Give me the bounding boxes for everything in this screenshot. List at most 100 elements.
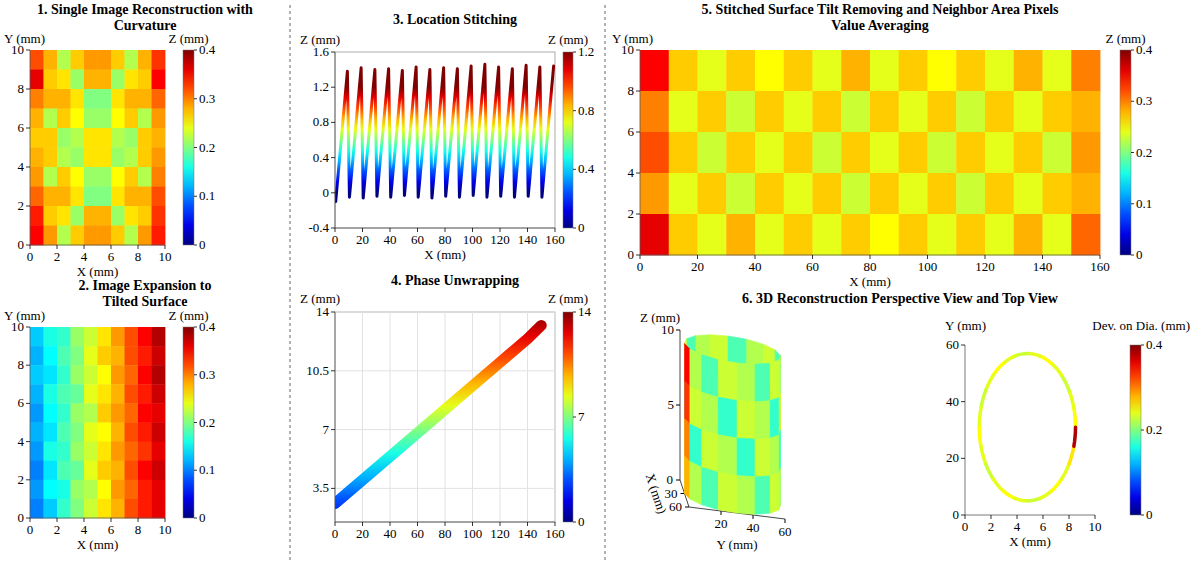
heatmap-cell: [841, 214, 870, 255]
heatmap-cell: [899, 214, 928, 255]
heatmap-cell: [985, 132, 1014, 173]
y-tick: [961, 515, 965, 516]
heatmap-cell: [98, 442, 112, 462]
colorbar-tick-label: 0.3: [199, 367, 215, 382]
x-tick-label: 40: [384, 526, 397, 541]
y-axis: [30, 327, 31, 518]
heatmap-cell: [152, 50, 166, 70]
y-tick-label: 2: [628, 206, 635, 221]
y-tick-label: 1.2: [313, 79, 329, 94]
colorbar-title: Z (mm): [168, 308, 208, 323]
cylinder-cell: [685, 381, 690, 424]
heatmap-cell: [755, 50, 784, 91]
heatmap-cell: [841, 91, 870, 132]
heatmap-cell: [956, 50, 985, 91]
heatmap-cell: [44, 384, 58, 404]
y-tick: [961, 401, 965, 402]
heatmap-cell: [669, 173, 698, 214]
y-tick: [331, 370, 335, 371]
heatmap-cell: [98, 384, 112, 404]
y-tick-label: 8: [18, 81, 25, 96]
colorbar-tick-label: 0: [199, 510, 206, 525]
heatmap-cell: [71, 206, 85, 226]
y-tick: [26, 50, 30, 51]
ring-segment: [1003, 356, 1015, 363]
heatmap-cell: [125, 499, 139, 519]
colorbar-tick: [1131, 152, 1134, 153]
heatmap-cell: [928, 91, 957, 132]
heatmap-cell: [84, 442, 98, 462]
y-tick-label: 0.4: [313, 150, 330, 165]
colorbar-tick: [194, 98, 197, 99]
colorbar-tick-label: 0.8: [578, 103, 594, 118]
y-tick-label: 6: [18, 395, 25, 410]
y-axis: [335, 312, 336, 522]
y-tick-label: 6: [628, 124, 635, 139]
heatmap-cell: [84, 70, 98, 90]
heatmap-cell: [138, 384, 152, 404]
cylinder-cell: [737, 363, 755, 402]
heatmap-cell: [1043, 173, 1072, 214]
heatmap-cell: [111, 461, 125, 481]
heatmap-cell: [1043, 132, 1072, 173]
heatmap-cell: [30, 384, 44, 404]
heatmap-cell: [111, 365, 125, 385]
y-axis-title: Y (mm): [4, 31, 45, 46]
heatmap-cell: [138, 70, 152, 90]
colorbar-tick: [194, 374, 197, 375]
heatmap-cell: [138, 50, 152, 70]
heatmap-cell: [30, 128, 44, 148]
title-line: 6. 3D Reconstruction Perspective View an…: [742, 291, 1059, 306]
heatmap-cell: [138, 206, 152, 226]
x-axis: [30, 518, 165, 519]
data-line: [336, 64, 554, 201]
heatmap-cell: [111, 499, 125, 519]
x-tick-label: 8: [135, 522, 142, 537]
ring-segment: [1040, 356, 1052, 363]
heatmap-cell: [111, 128, 125, 148]
heatmap-cell: [44, 50, 58, 70]
grid-line: [335, 312, 336, 522]
x-tick-label: 140: [518, 232, 538, 247]
heatmap-cell: [125, 423, 139, 443]
heatmap-cell: [784, 132, 813, 173]
cylinder-cell: [702, 467, 719, 509]
heatmap-cell: [152, 423, 166, 443]
cylinder-cell: [685, 344, 690, 387]
y-tick: [636, 91, 640, 92]
heatmap-cell: [111, 148, 125, 168]
heatmap-cell: [152, 206, 166, 226]
heatmap-cell: [1071, 173, 1100, 214]
cylinder-cell: [755, 438, 770, 476]
grid-line: [362, 312, 363, 522]
heatmap-cell: [44, 461, 58, 481]
heatmap-cell: [1071, 132, 1100, 173]
plot-area: [335, 325, 541, 503]
colorbar-tick-label: 0: [199, 237, 206, 252]
x-tick-label: 0: [962, 519, 969, 534]
heatmap-cell: [899, 91, 928, 132]
y-tick-label: 4: [628, 165, 635, 180]
y-tick: [331, 87, 335, 88]
heatmap-cell: [125, 109, 139, 129]
heatmap-cell: [152, 346, 166, 366]
ring-segment: [1015, 354, 1027, 357]
y-tick: [961, 345, 965, 346]
x-tick-label: 160: [545, 526, 565, 541]
heatmap-cell: [111, 70, 125, 90]
heatmap-cell: [30, 480, 44, 500]
heatmap-cell: [152, 70, 166, 90]
colorbar: [1120, 50, 1131, 255]
heatmap-cell: [138, 167, 152, 187]
x-tick-label: 10: [159, 522, 172, 537]
heatmap-cell: [30, 461, 44, 481]
y-tick: [26, 403, 30, 404]
heatmap-cell: [899, 50, 928, 91]
x-tick-label: 140: [518, 526, 538, 541]
y-tick: [26, 206, 30, 207]
y-axis-title: Y (mm): [945, 318, 986, 333]
heatmap-cell: [71, 327, 85, 347]
heatmap-cell: [84, 206, 98, 226]
heatmap-cell: [138, 89, 152, 109]
heatmap-cell: [84, 346, 98, 366]
